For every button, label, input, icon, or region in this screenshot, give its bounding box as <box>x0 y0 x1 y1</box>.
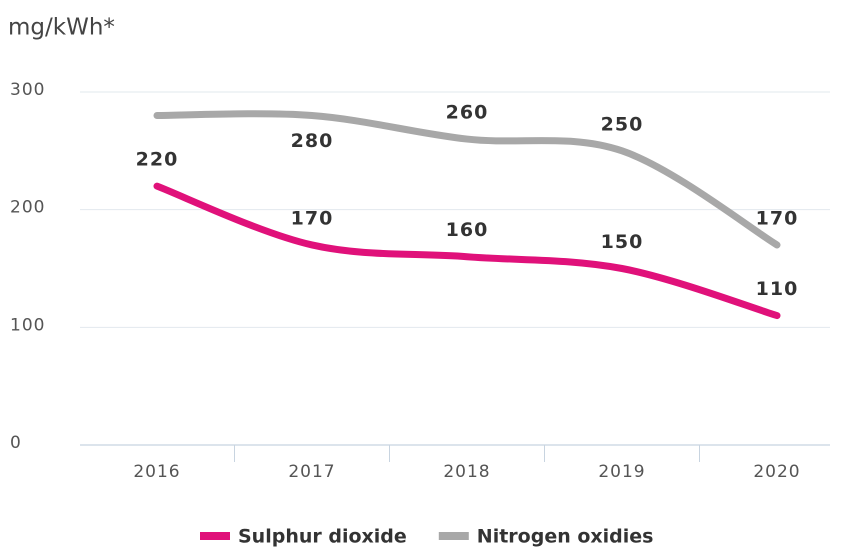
data-label: 160 <box>446 219 489 241</box>
legend-label: Sulphur dioxide <box>238 526 407 548</box>
data-label: 280 <box>291 130 334 152</box>
legend-swatch <box>200 532 230 540</box>
y-axis-label: mg/kWh* <box>8 15 115 41</box>
data-label: 260 <box>446 102 489 124</box>
y-tick-label: 300 <box>10 80 45 100</box>
x-tick-label: 2019 <box>598 462 645 482</box>
legend-label: Nitrogen oxidies <box>477 526 654 548</box>
data-label: 220 <box>136 149 179 171</box>
line-series <box>153 110 781 249</box>
data-label: 250 <box>601 113 644 135</box>
legend-swatch <box>438 532 469 540</box>
x-tick-label: 2017 <box>288 462 335 482</box>
x-tick-label: 2020 <box>753 462 800 482</box>
y-tick-label: 0 <box>10 433 22 453</box>
line-series <box>153 182 781 320</box>
data-label: 150 <box>601 231 644 253</box>
data-label: 110 <box>756 278 799 300</box>
y-tick-label: 100 <box>10 315 45 335</box>
data-label: 170 <box>756 207 799 229</box>
data-label: 170 <box>291 207 334 229</box>
x-tick-label: 2016 <box>133 462 180 482</box>
y-tick-label: 200 <box>10 198 45 218</box>
x-tick-label: 2018 <box>443 462 490 482</box>
